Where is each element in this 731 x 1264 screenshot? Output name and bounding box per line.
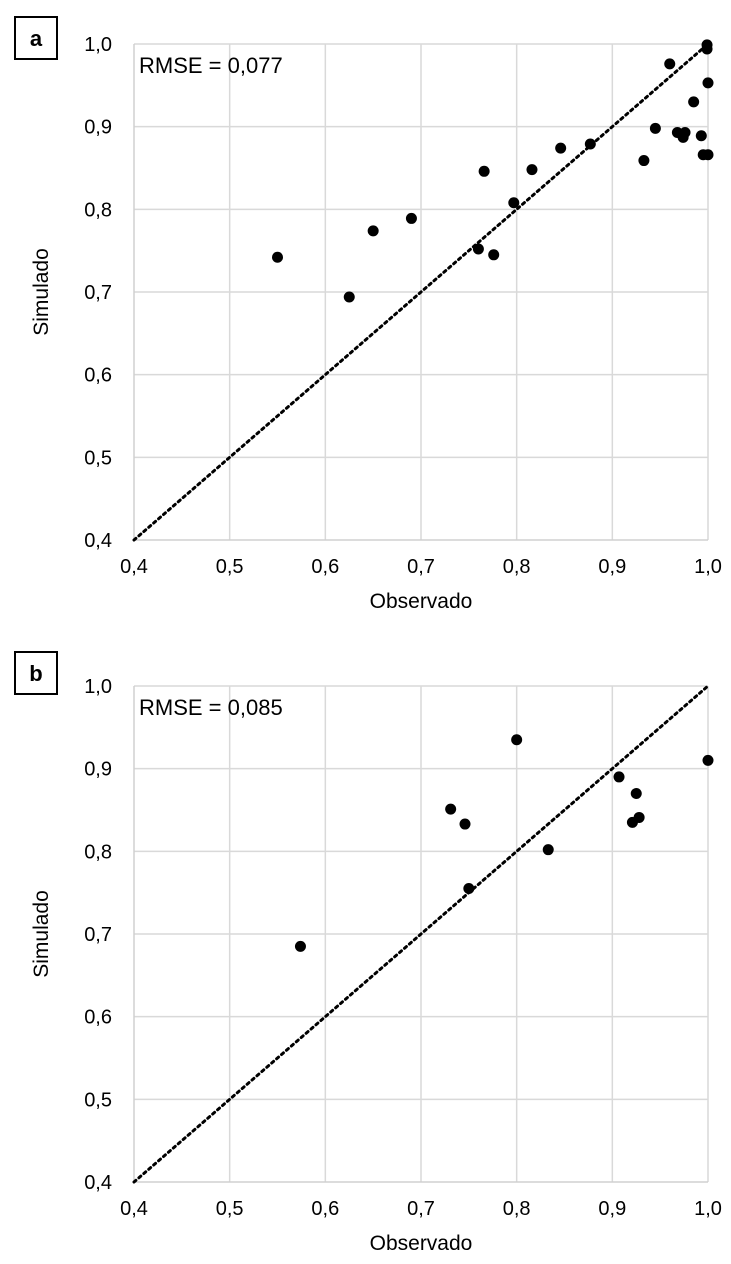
chart-b-panel-label: b	[29, 661, 42, 686]
chart-b-y-tick-label: 0,4	[84, 1172, 112, 1194]
chart-a-y-tick-label: 0,7	[84, 282, 112, 304]
chart-a-data-point	[638, 155, 650, 167]
chart-a-data-point	[367, 225, 379, 237]
chart-a-y-axis-title: Simulado	[30, 248, 53, 336]
chart-a-panel-label-box	[14, 16, 58, 60]
chart-a-x-tick-label: 0,6	[311, 556, 339, 578]
chart-a-data-point	[695, 130, 707, 142]
chart-b-x-tick-label: 0,9	[598, 1198, 626, 1220]
chart-b-data-point	[294, 940, 306, 952]
chart-b-x-tick-label: 0,6	[311, 1198, 339, 1220]
chart-a-data-point	[701, 43, 713, 55]
chart-a-x-tick-label: 0,5	[216, 556, 244, 578]
chart-a-data-point	[526, 164, 538, 176]
chart-a-reference-line	[132, 42, 710, 542]
chart-b-data-point	[445, 803, 457, 815]
chart-a: 0,4 0,5 0,6 0,7 0,8 0,9 1,0 0,4 0,5 0,6 0,7 0,8 0,9 1…	[14, 16, 722, 613]
chart-a-data-point	[679, 126, 691, 138]
chart-a-data-point	[508, 197, 520, 209]
chart-b-y-tick-label: 0,5	[84, 1089, 112, 1111]
chart-b-x-tick-label: 0,5	[216, 1198, 244, 1220]
chart-a-data-point	[702, 149, 714, 161]
chart-a-data-point	[664, 58, 676, 70]
chart-a-y-tick-label: 0,9	[84, 117, 112, 139]
chart-a-y-tick-label: 0,4	[84, 530, 112, 552]
chart-b-data-point	[511, 734, 523, 746]
chart-b-data-point	[463, 883, 475, 895]
chart-a-data-point	[649, 122, 661, 134]
chart-b-y-axis-title: Simulado	[30, 890, 53, 978]
chart-a-data-point	[272, 251, 283, 263]
chart-b-data-point	[702, 754, 714, 766]
chart-a-x-tick-label: 0,9	[598, 556, 626, 578]
chart-a-data-point	[343, 291, 355, 303]
chart-a-data-point	[472, 243, 484, 255]
chart-b-y-tick-label: 0,9	[84, 759, 112, 781]
chart-a-y-tick-label: 0,5	[84, 447, 112, 469]
chart-a-y-tick-label: 0,6	[84, 365, 112, 387]
chart-b-data-point	[613, 771, 625, 783]
chart-b-y-tick-label: 0,6	[84, 1007, 112, 1029]
chart-b-y-tick-label: 0,7	[84, 924, 112, 946]
chart-a-rmse-annotation: RMSE = 0,077	[139, 53, 283, 78]
chart-a-data-point	[405, 212, 417, 224]
chart-a-data-point	[488, 249, 500, 261]
chart-b-data-point	[630, 787, 642, 799]
chart-a-data-point	[584, 138, 596, 150]
chart-b-y-tick-label: 1,0	[84, 676, 112, 698]
chart-b-x-tick-label: 0,8	[503, 1198, 531, 1220]
chart-a-x-axis-title: Observado	[370, 590, 473, 613]
chart-b-x-tick-label: 0,4	[120, 1198, 148, 1220]
chart-a-x-tick-label: 1,0	[694, 556, 722, 578]
chart-a-x-tick-label: 0,8	[503, 556, 531, 578]
chart-a-y-tick-label: 1,0	[84, 34, 112, 56]
chart-a-data-point	[478, 165, 490, 177]
chart-a-data-point	[702, 77, 714, 89]
chart-b: 0,4 0,5 0,6 0,7 0,8 0,9 1,0 0,4 0,5 0,6 0,7 0,8 0,9 1…	[14, 651, 722, 1255]
chart-b-data-point	[542, 844, 554, 856]
chart-b-panel-label-box	[14, 651, 58, 695]
chart-a-panel-label: a	[30, 26, 43, 51]
chart-a-y-tick-label: 0,8	[84, 199, 112, 221]
chart-b-reference-line	[132, 684, 710, 1184]
chart-b-y-tick-label: 0,8	[84, 841, 112, 863]
chart-b-x-tick-label: 1,0	[694, 1198, 722, 1220]
chart-a-data-point	[688, 96, 700, 108]
chart-b-data-point	[633, 811, 645, 823]
chart-b-rmse-annotation: RMSE = 0,085	[139, 695, 283, 720]
chart-b-x-axis-title: Observado	[370, 1232, 473, 1255]
chart-b-data-point	[459, 818, 471, 830]
chart-a-data-point	[555, 142, 567, 154]
chart-a-x-tick-label: 0,7	[407, 556, 435, 578]
chart-a-x-tick-label: 0,4	[120, 556, 148, 578]
chart-b-x-tick-label: 0,7	[407, 1198, 435, 1220]
